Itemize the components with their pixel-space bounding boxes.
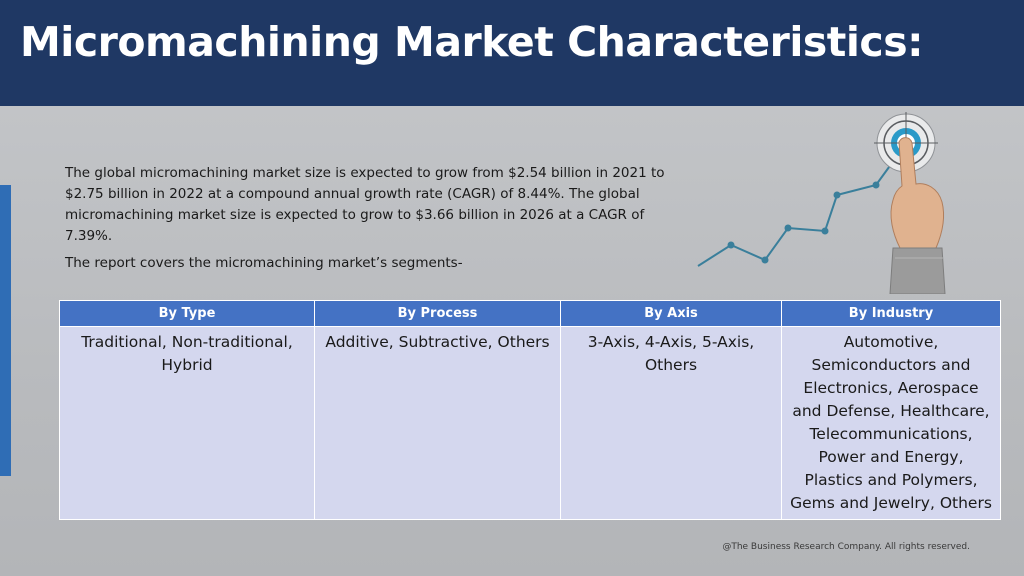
table-header-row: By Type By Process By Axis By Industry [59, 300, 1001, 327]
cell-industry: Automotive, Semiconductors and Electroni… [781, 326, 1001, 520]
title-bar: Micromachining Market Characteristics: [0, 0, 1024, 106]
header-by-process: By Process [314, 300, 561, 327]
table-row: Traditional, Non-traditional, Hybrid Add… [59, 326, 1001, 520]
left-accent-bar [0, 185, 11, 476]
cell-process: Additive, Subtractive, Others [314, 326, 561, 520]
header-by-industry: By Industry [781, 300, 1001, 327]
segments-intro: The report covers the micromachining mar… [65, 255, 463, 271]
cell-axis: 3-Axis, 4-Axis, 5-Axis, Others [560, 326, 782, 520]
growth-chart-icon [697, 151, 901, 267]
intro-paragraph: The global micromachining market size is… [65, 165, 665, 244]
cell-type: Traditional, Non-traditional, Hybrid [59, 326, 315, 520]
slide-title: Micromachining Market Characteristics: [20, 18, 924, 66]
header-by-axis: By Axis [560, 300, 782, 327]
growth-illustration [697, 112, 946, 294]
header-by-type: By Type [59, 300, 315, 327]
segments-table: By Type By Process By Axis By Industry T… [59, 300, 1001, 520]
copyright-footer: @The Business Research Company. All righ… [722, 542, 970, 552]
pointing-hand-icon [889, 137, 946, 294]
